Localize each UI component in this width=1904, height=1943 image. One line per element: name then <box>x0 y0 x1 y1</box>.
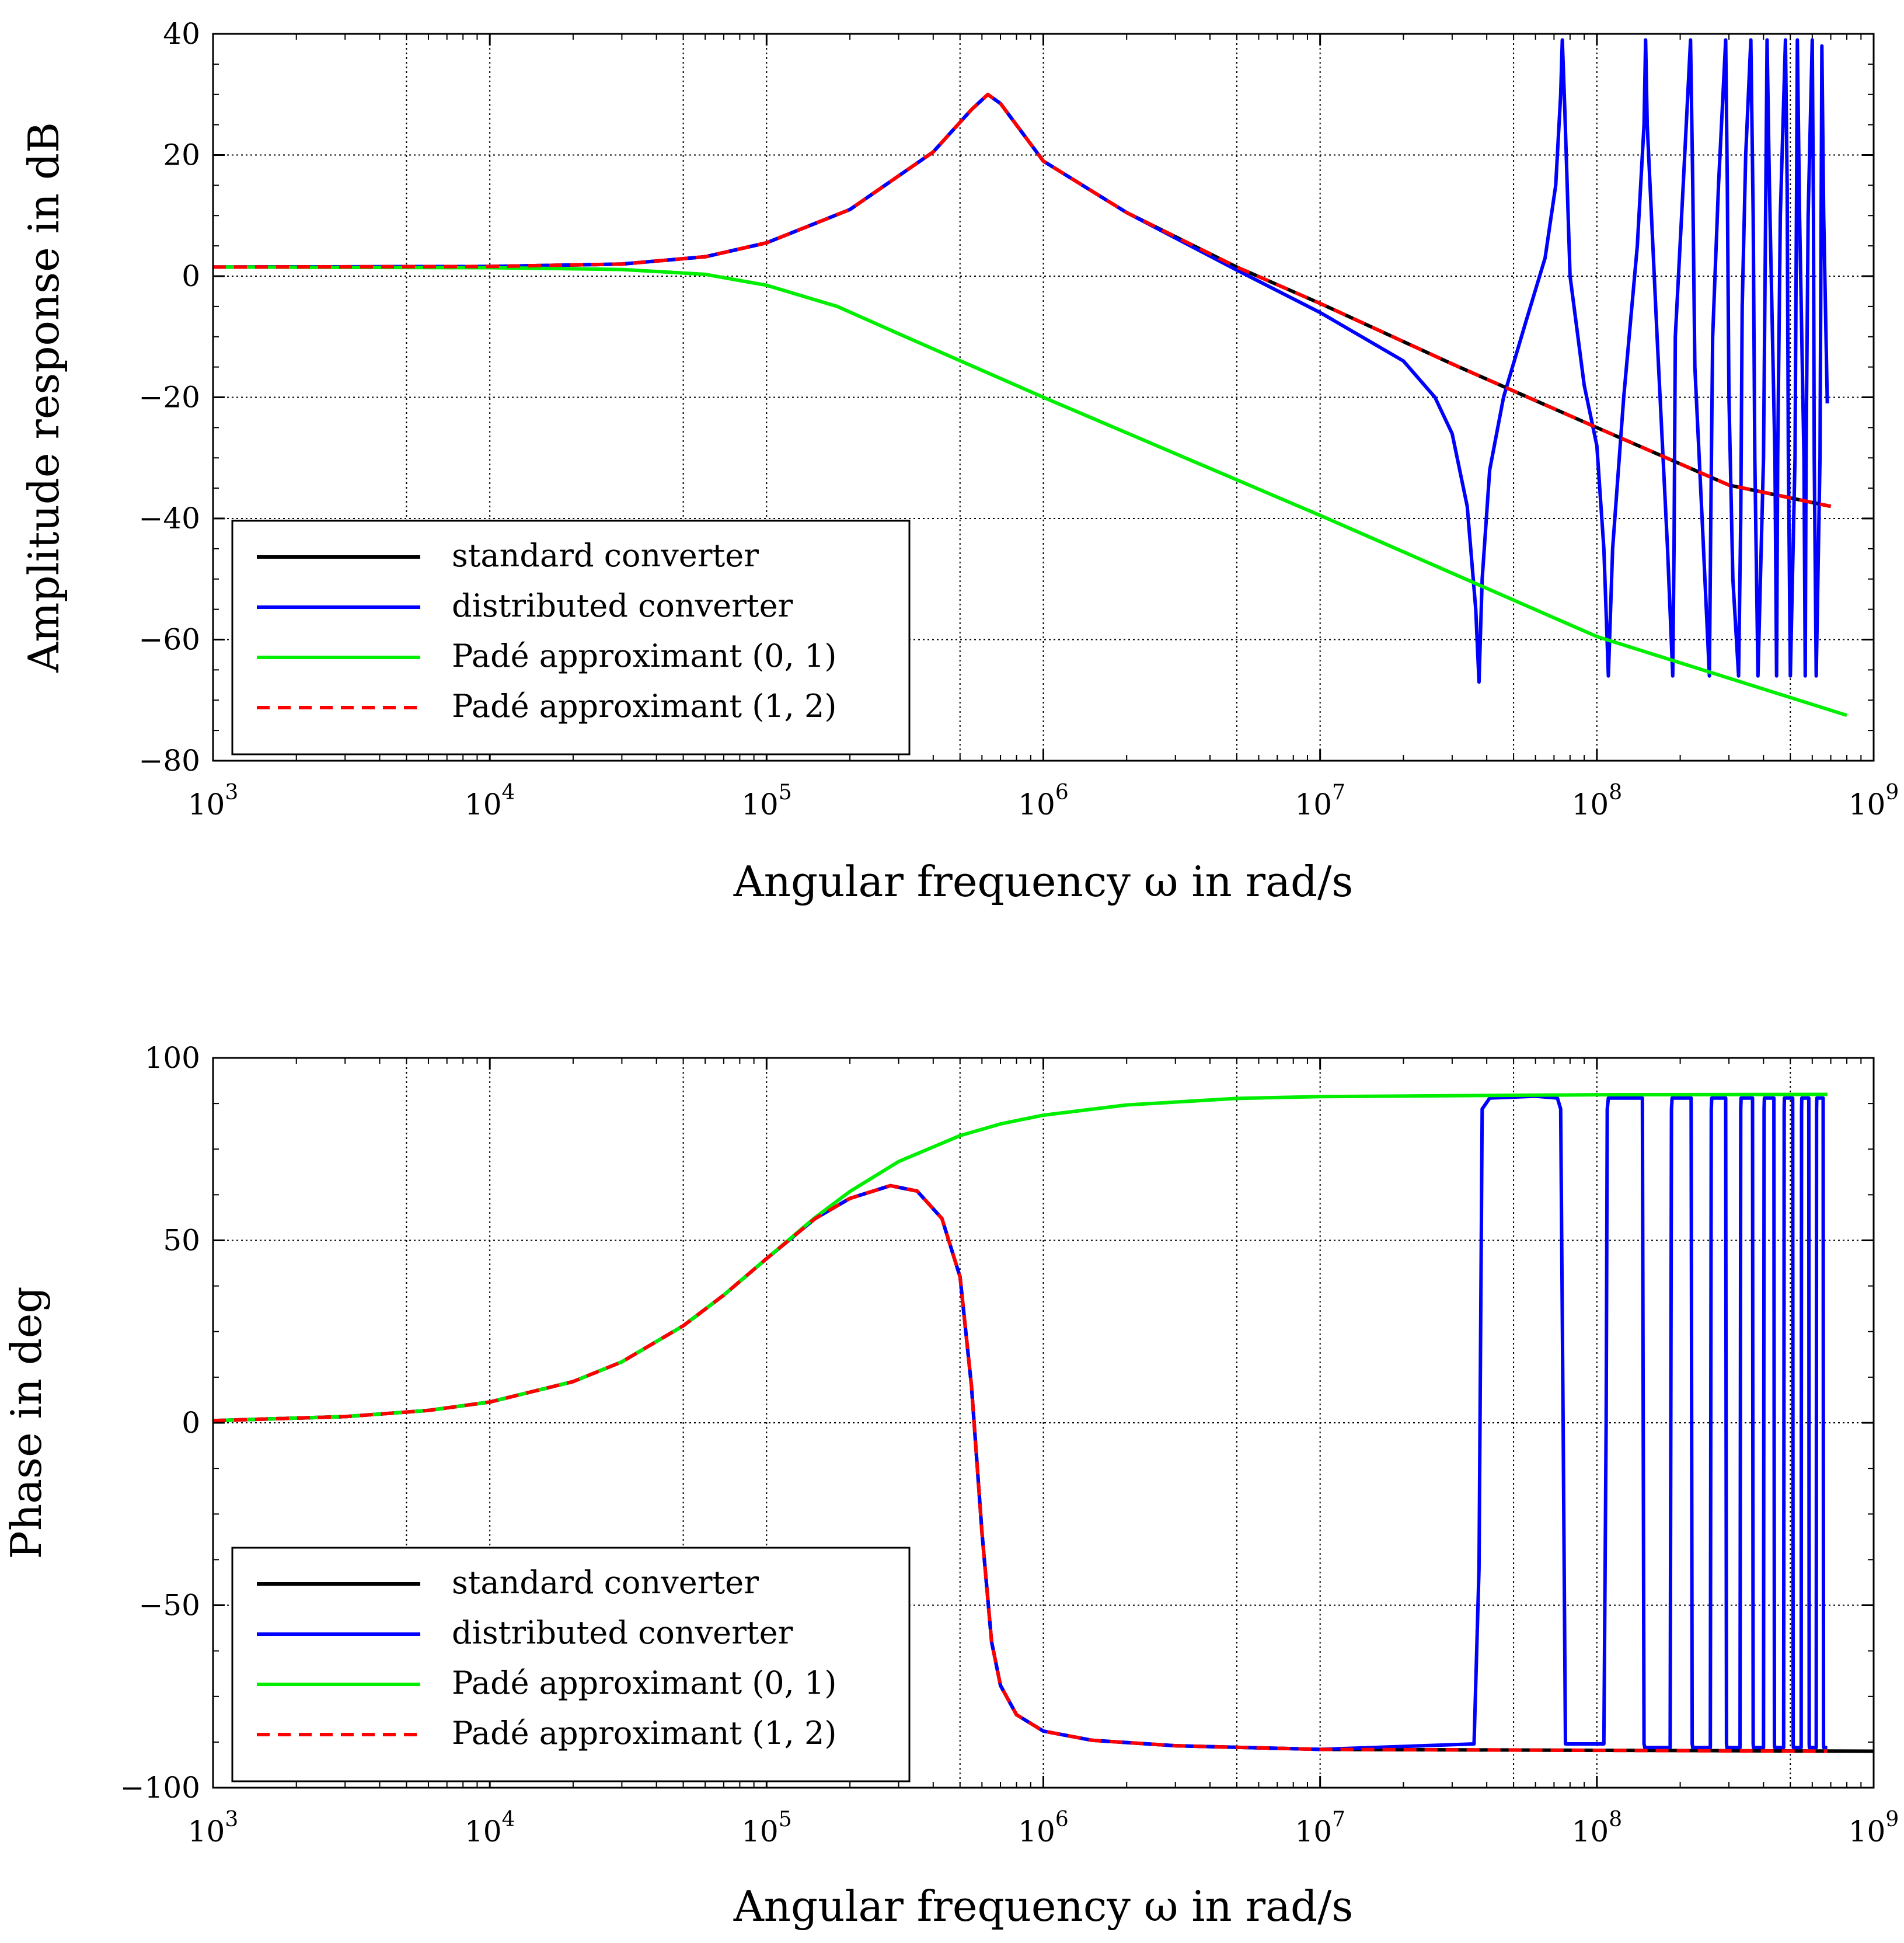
pad-approximant-0-1-line <box>213 265 1847 718</box>
legend-label: standard converter <box>452 537 759 574</box>
y-tick-label: 40 <box>163 17 200 51</box>
y-tick-label: 0 <box>182 1406 200 1440</box>
legend-box <box>231 520 911 755</box>
x-tick-label: 109 <box>1849 781 1899 821</box>
y-tick-label: 20 <box>163 138 200 172</box>
y-tick-label: −100 <box>120 1771 200 1805</box>
pad-approximant-1-2-line <box>213 1183 1828 1753</box>
x-axis-label: Angular frequency ω in rad/s <box>733 857 1354 906</box>
series-group <box>213 38 1847 718</box>
x-tick-label: 104 <box>465 781 515 821</box>
pad-approximant-1-2-line <box>213 92 1832 509</box>
legend: standard converter distributed converter P… <box>231 1547 911 1782</box>
x-tick-base: 10 <box>465 788 502 821</box>
x-tick-label: 103 <box>188 1808 239 1848</box>
legend-label: standard converter <box>452 1564 759 1601</box>
x-tick-label: 109 <box>1849 1808 1899 1848</box>
legend-label: Padé approximant (0, 1) <box>452 638 836 674</box>
x-tick-exponent: 3 <box>225 781 238 805</box>
amplitude-plot: 103 104 105 106 107 108 10940200−20−40−60−80An… <box>19 17 1899 906</box>
x-tick-exponent: 6 <box>1055 781 1069 805</box>
x-tick-base: 10 <box>1018 788 1055 821</box>
x-tick-exponent: 9 <box>1885 781 1899 805</box>
x-tick-label: 107 <box>1295 781 1345 821</box>
y-tick-label: −80 <box>138 744 200 778</box>
x-tick-exponent: 7 <box>1332 1808 1345 1831</box>
legend-label: distributed converter <box>452 587 793 624</box>
x-tick-exponent: 3 <box>225 1808 238 1831</box>
x-tick-base: 10 <box>1849 1815 1886 1848</box>
x-tick-exponent: 5 <box>779 1808 792 1831</box>
y-tick-label: 50 <box>163 1224 200 1258</box>
x-tick-label: 108 <box>1572 781 1623 821</box>
x-tick-base: 10 <box>465 1815 502 1848</box>
x-tick-label: 106 <box>1018 781 1069 821</box>
x-tick-base: 10 <box>741 1815 779 1848</box>
pad-approximant-0-1-line <box>213 1092 1828 1423</box>
x-tick-label: 104 <box>465 1808 515 1848</box>
x-tick-label: 108 <box>1572 1808 1623 1848</box>
x-tick-exponent: 5 <box>779 781 792 805</box>
y-tick-label: 100 <box>145 1041 200 1075</box>
major-ticks <box>212 1057 1875 1789</box>
legend-box <box>231 1547 911 1782</box>
x-tick-exponent: 4 <box>502 1808 515 1831</box>
y-tick-label: 0 <box>182 259 200 293</box>
legend-label: Padé approximant (1, 2) <box>452 1715 836 1752</box>
legend-label: Padé approximant (0, 1) <box>452 1665 836 1701</box>
legend-label: distributed converter <box>452 1614 793 1651</box>
x-tick-base: 10 <box>1572 1815 1609 1848</box>
y-axis-label: Amplitude response in dB <box>19 122 68 673</box>
x-tick-exponent: 7 <box>1332 781 1345 805</box>
x-tick-base: 10 <box>1572 788 1609 821</box>
x-tick-exponent: 6 <box>1055 1808 1069 1831</box>
x-tick-base: 10 <box>188 1815 225 1848</box>
y-tick-label: −20 <box>138 381 200 415</box>
x-tick-exponent: 9 <box>1885 1808 1899 1831</box>
y-tick-label: −50 <box>138 1589 200 1622</box>
legend-label: Padé approximant (1, 2) <box>452 688 836 725</box>
x-tick-label: 106 <box>1018 1808 1069 1848</box>
legend: standard converter distributed converter P… <box>231 520 911 755</box>
series-group <box>213 1092 1874 1753</box>
x-tick-label: 105 <box>741 781 792 821</box>
x-tick-exponent: 4 <box>502 781 515 805</box>
x-tick-base: 10 <box>1295 788 1332 821</box>
distributed-converter-line <box>213 38 1829 684</box>
x-tick-base: 10 <box>741 788 779 821</box>
x-tick-label: 105 <box>741 1808 792 1848</box>
x-tick-base: 10 <box>1849 788 1886 821</box>
x-axis-label: Angular frequency ω in rad/s <box>733 1882 1354 1931</box>
y-axis-label: Phase in deg <box>2 1286 51 1559</box>
phase-plot: 103 104 105 106 107 108 109100500−50−100Angula… <box>2 1041 1899 1931</box>
y-tick-label: −60 <box>138 623 200 657</box>
x-tick-base: 10 <box>188 788 225 821</box>
x-tick-label: 107 <box>1295 1808 1345 1848</box>
y-tick-label: −40 <box>138 502 200 535</box>
x-tick-label: 103 <box>188 781 239 821</box>
x-tick-exponent: 8 <box>1609 1808 1622 1831</box>
x-tick-exponent: 8 <box>1609 781 1622 805</box>
x-tick-base: 10 <box>1295 1815 1332 1848</box>
x-tick-base: 10 <box>1018 1815 1055 1848</box>
